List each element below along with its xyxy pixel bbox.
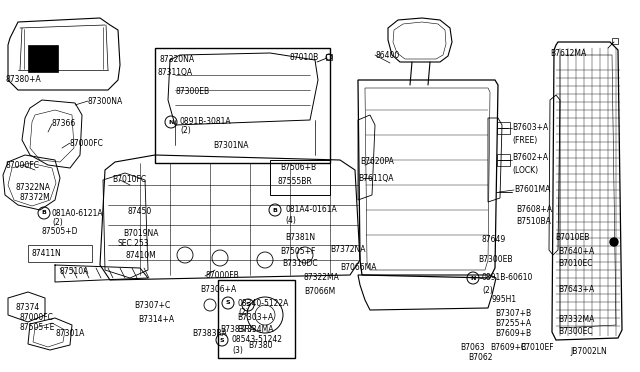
- Text: (3): (3): [232, 346, 243, 355]
- Text: 87000FB: 87000FB: [205, 272, 239, 280]
- Text: JB7002LN: JB7002LN: [570, 347, 607, 356]
- Bar: [497, 154, 510, 166]
- Text: B7307+C: B7307+C: [134, 301, 170, 310]
- Text: 081A4-0161A: 081A4-0161A: [285, 205, 337, 215]
- Text: 87300NA: 87300NA: [88, 96, 124, 106]
- Text: B7609+B: B7609+B: [495, 330, 531, 339]
- Text: B7380: B7380: [248, 340, 273, 350]
- Text: B: B: [273, 208, 277, 212]
- Text: B7010EF: B7010EF: [520, 343, 554, 353]
- Text: 87372M: 87372M: [20, 193, 51, 202]
- Text: B7332MA: B7332MA: [558, 315, 595, 324]
- Text: B7255+A: B7255+A: [495, 320, 531, 328]
- Bar: [28, 245, 92, 262]
- Text: 87374: 87374: [15, 302, 39, 311]
- Text: B7019NA: B7019NA: [123, 228, 159, 237]
- Text: 87300EB: 87300EB: [175, 87, 209, 96]
- Text: (2): (2): [180, 126, 191, 135]
- Text: B7334MA: B7334MA: [237, 326, 273, 334]
- Text: 87649: 87649: [482, 235, 506, 244]
- Text: (FREE): (FREE): [512, 135, 537, 144]
- Bar: [270, 160, 330, 195]
- Text: B: B: [42, 211, 47, 215]
- Text: B7063: B7063: [460, 343, 484, 353]
- Text: B7505+F: B7505+F: [280, 247, 316, 257]
- Text: 87000FC: 87000FC: [70, 138, 104, 148]
- Text: N: N: [168, 119, 173, 125]
- Bar: [155, 48, 330, 163]
- Text: 87000FC: 87000FC: [20, 314, 54, 323]
- Text: B7608+A: B7608+A: [516, 205, 552, 215]
- Text: S: S: [226, 301, 230, 305]
- Text: B7062: B7062: [468, 353, 493, 362]
- Text: B7603+A: B7603+A: [512, 124, 548, 132]
- Text: B7010EB: B7010EB: [555, 234, 589, 243]
- Text: 87411N: 87411N: [32, 248, 61, 257]
- Text: B7506+B: B7506+B: [280, 164, 316, 173]
- Text: B7300EB: B7300EB: [478, 256, 513, 264]
- Text: 08543-51242: 08543-51242: [232, 336, 283, 344]
- Text: 87311QA: 87311QA: [158, 67, 193, 77]
- Text: 87322NA: 87322NA: [15, 183, 50, 192]
- Text: (2): (2): [482, 285, 493, 295]
- Text: B7307+B: B7307+B: [495, 310, 531, 318]
- Text: B7310DC: B7310DC: [282, 260, 317, 269]
- Text: B7612MA: B7612MA: [550, 48, 586, 58]
- Text: 08340-5122A: 08340-5122A: [238, 298, 289, 308]
- Text: B7300EC: B7300EC: [558, 327, 593, 337]
- Text: B7010EC: B7010EC: [558, 260, 593, 269]
- Circle shape: [610, 238, 618, 246]
- Text: 081A0-6121A: 081A0-6121A: [52, 208, 104, 218]
- Text: B7602+A: B7602+A: [512, 154, 548, 163]
- Text: B7010FC: B7010FC: [112, 176, 146, 185]
- Text: B7643+A: B7643+A: [558, 285, 595, 295]
- Text: B7381N: B7381N: [285, 234, 315, 243]
- Text: N: N: [470, 276, 476, 280]
- Text: 87366: 87366: [52, 119, 76, 128]
- Text: 995H1: 995H1: [492, 295, 517, 305]
- Text: B7314+A: B7314+A: [138, 315, 174, 324]
- Text: 87320NA: 87320NA: [160, 55, 195, 64]
- Text: B7609+C: B7609+C: [490, 343, 526, 353]
- Text: B7303+A: B7303+A: [237, 314, 273, 323]
- Bar: [28, 45, 58, 72]
- Text: B7301NA: B7301NA: [213, 141, 248, 150]
- Text: 86400: 86400: [375, 51, 399, 60]
- Text: S: S: [246, 302, 250, 308]
- Text: B7611QA: B7611QA: [358, 173, 394, 183]
- Text: (4): (4): [285, 215, 296, 224]
- Text: B7372NA: B7372NA: [330, 246, 365, 254]
- Text: B7640+A: B7640+A: [558, 247, 595, 257]
- Text: S: S: [220, 337, 224, 343]
- Text: SEC.253: SEC.253: [118, 240, 150, 248]
- Bar: [326, 54, 332, 60]
- Bar: [497, 122, 510, 134]
- Text: (2): (2): [238, 308, 249, 317]
- Bar: [218, 280, 295, 358]
- Text: 87380+A: 87380+A: [5, 76, 41, 84]
- Text: B7383RA: B7383RA: [192, 328, 227, 337]
- Text: B7383RA: B7383RA: [220, 326, 255, 334]
- Text: 0891B-60610: 0891B-60610: [482, 273, 533, 282]
- Text: 87505+E: 87505+E: [20, 324, 56, 333]
- Text: 87505+D: 87505+D: [42, 228, 79, 237]
- Text: (2): (2): [52, 218, 63, 227]
- Text: 87301A: 87301A: [55, 328, 84, 337]
- Text: B7066MA: B7066MA: [340, 263, 376, 273]
- Bar: [612, 38, 618, 44]
- Text: 87010B: 87010B: [290, 54, 319, 62]
- Text: 87000FC: 87000FC: [5, 160, 39, 170]
- Text: 87322MA: 87322MA: [304, 273, 340, 282]
- Text: B7510BA: B7510BA: [516, 218, 551, 227]
- Text: (LOCK): (LOCK): [512, 166, 538, 174]
- Text: 87555BR: 87555BR: [278, 176, 313, 186]
- Text: 87510A: 87510A: [60, 266, 90, 276]
- Text: B7601MA: B7601MA: [514, 186, 550, 195]
- Text: B7066M: B7066M: [304, 288, 335, 296]
- Text: B7306+A: B7306+A: [200, 285, 236, 294]
- Text: B7620PA: B7620PA: [360, 157, 394, 167]
- Text: 0891B-3081A: 0891B-3081A: [180, 118, 232, 126]
- Text: 87450: 87450: [127, 206, 151, 215]
- Text: 87410M: 87410M: [125, 251, 156, 260]
